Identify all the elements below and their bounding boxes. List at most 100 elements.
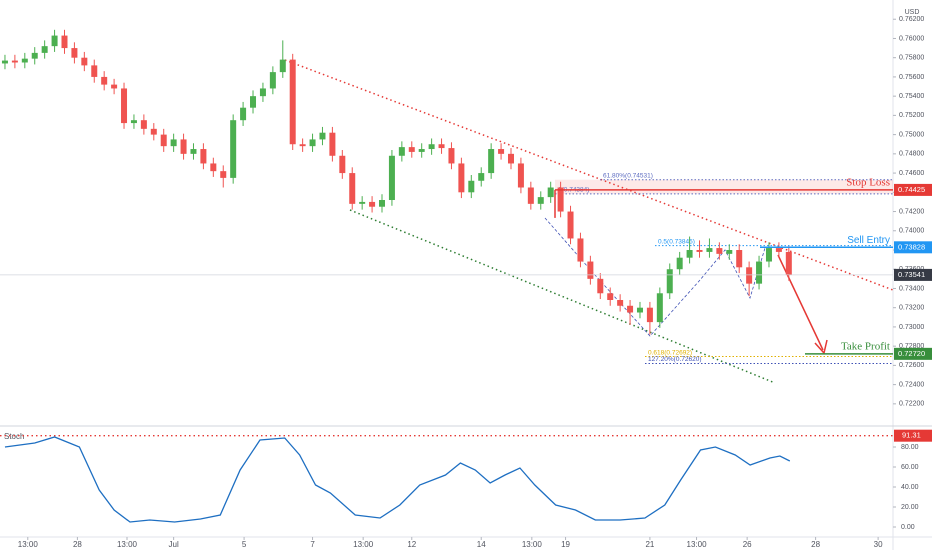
candle-body: [716, 248, 723, 254]
candle-body: [557, 187, 564, 212]
candle-body: [359, 201, 366, 204]
x-tick-label: 28: [811, 540, 820, 549]
y-tick-label: 0.73400: [899, 285, 924, 292]
candle-body: [289, 59, 296, 145]
candle-body: [418, 149, 425, 152]
price-tag: [894, 268, 932, 281]
y-tick-label: 0.74200: [899, 208, 924, 215]
candle-body: [765, 248, 772, 262]
candle-body: [101, 76, 108, 85]
x-tick-label: 13:00: [687, 540, 708, 549]
y-tick-label: 0.73200: [899, 305, 924, 312]
x-tick-label: 13:00: [522, 540, 543, 549]
forecast-arrow: [777, 254, 824, 351]
candle-body: [339, 155, 346, 174]
x-tick-label: 13:00: [18, 540, 39, 549]
y-tick-label: 0.74800: [899, 151, 924, 158]
y2-tick-label: 0.00: [901, 524, 915, 531]
candle-body: [527, 187, 534, 204]
candle-body: [517, 163, 524, 188]
candle-body: [408, 147, 415, 152]
candle-body: [746, 267, 753, 284]
x-tick-label: 13:00: [353, 540, 374, 549]
indicator-line: [4, 436, 791, 523]
price-tag: [894, 347, 932, 360]
x-tick-label: 21: [645, 540, 654, 549]
y-tick-label: 0.75000: [899, 131, 924, 138]
y2-tick-label: 80.00: [901, 444, 919, 451]
candle-body: [627, 305, 634, 313]
candle-body: [279, 59, 286, 73]
y-tick-label: 0.76000: [899, 35, 924, 42]
x-tick-label: 30: [874, 540, 883, 549]
candle-body: [1, 60, 8, 64]
fib-zone: [555, 179, 893, 194]
y-tick-label: 0.74600: [899, 170, 924, 177]
x-tick-label: 14: [477, 540, 486, 549]
candle-body: [656, 293, 663, 323]
candle-body: [81, 57, 88, 66]
candle-body: [468, 180, 475, 193]
level-label: Take Profit: [841, 340, 890, 352]
candle-body: [488, 149, 495, 174]
candle-body: [21, 58, 28, 63]
y-tick-label: 0.72400: [899, 381, 924, 388]
candle-body: [458, 163, 465, 193]
unit-label: USD: [905, 9, 920, 16]
candle-body: [190, 149, 197, 154]
candle-body: [379, 200, 386, 207]
candle-body: [676, 257, 683, 270]
y-tick-label: 0.72800: [899, 343, 924, 350]
candle-body: [299, 144, 306, 147]
candle-body: [51, 35, 58, 47]
candle-body: [636, 307, 643, 313]
candle-body: [775, 248, 782, 252]
y-tick-label: 0.72600: [899, 362, 924, 369]
price-tag-label: 0.72720: [898, 349, 925, 358]
candle-body: [646, 307, 653, 323]
candle-body: [31, 52, 38, 59]
x-tick-label: 5: [242, 540, 247, 549]
price-tag-label: 0.74425: [898, 185, 925, 194]
forecast-arrowhead: [814, 339, 828, 355]
candle-body: [726, 250, 733, 254]
candle-body: [121, 88, 128, 124]
y2-tick-label: 40.00: [901, 484, 919, 491]
price-tag: [894, 183, 932, 196]
candle-body: [111, 84, 118, 89]
candle-body: [607, 293, 614, 300]
candle-body: [686, 250, 693, 258]
price-tag: [894, 241, 932, 254]
fib-label: 127.20%(0.72620): [648, 356, 702, 363]
candle-body: [91, 65, 98, 77]
x-tick-label: Jul: [169, 540, 179, 549]
candle-body: [448, 148, 455, 164]
candle-body: [130, 120, 137, 124]
candle-body: [666, 269, 673, 294]
candle-body: [259, 88, 266, 97]
price-tag-label: 0.73828: [898, 242, 925, 251]
y-tick-label: 0.75200: [899, 112, 924, 119]
candle-body: [210, 163, 217, 172]
candle-body: [438, 144, 445, 149]
x-tick-label: 19: [561, 540, 570, 549]
y2-tick-label: 20.00: [901, 504, 919, 511]
level-label: Stop Loss: [846, 176, 890, 188]
candle-body: [507, 153, 514, 164]
y-tick-label: 0.74000: [899, 228, 924, 235]
y-tick-label: 0.75600: [899, 74, 924, 81]
stoch-tag: [894, 429, 932, 442]
x-tick-label: 26: [743, 540, 752, 549]
candle-body: [478, 173, 485, 181]
candle-body: [597, 278, 604, 294]
candle-body: [756, 261, 763, 284]
candle-body: [319, 132, 326, 140]
candle-body: [269, 72, 276, 89]
candle-body: [577, 238, 584, 262]
indicator-title: Stoch: [4, 432, 24, 441]
candle-body: [617, 300, 624, 306]
candle-body: [736, 250, 743, 268]
candle-body: [41, 46, 48, 53]
y2-tick-label: 60.00: [901, 464, 919, 471]
